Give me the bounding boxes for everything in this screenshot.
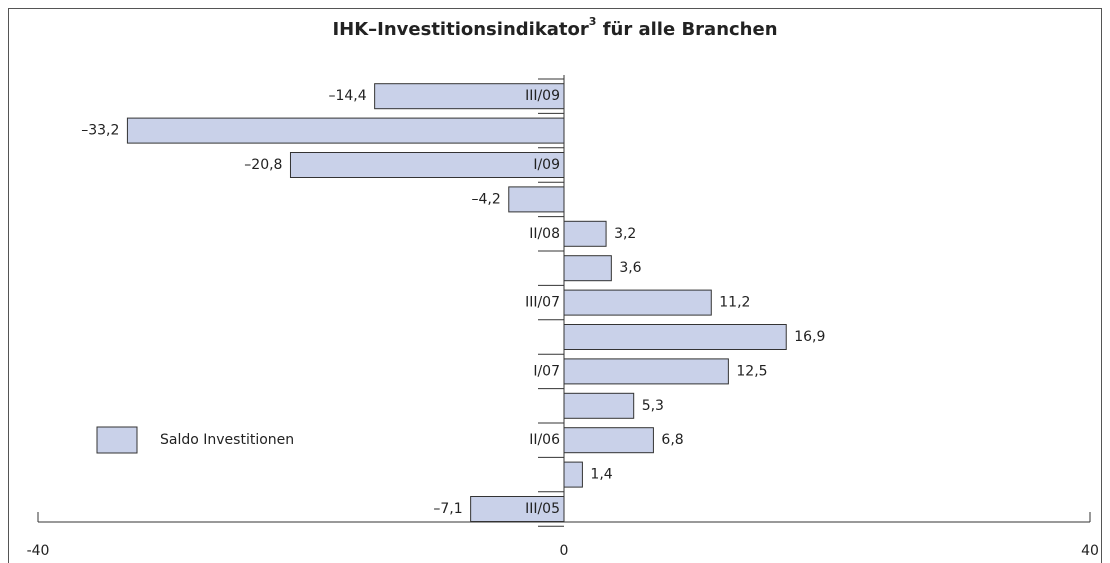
bar <box>563 324 787 350</box>
bar <box>126 117 565 144</box>
title-superscript: 3 <box>589 15 597 28</box>
value-label: 3,6 <box>619 260 641 276</box>
legend-label: Saldo Investitionen <box>160 432 294 448</box>
bar <box>470 496 565 522</box>
title-rest: für alle Branchen <box>596 19 777 40</box>
value-label: 1,4 <box>590 467 612 483</box>
category-label: II/06 <box>529 432 560 448</box>
bar <box>563 289 712 316</box>
bar <box>563 255 612 282</box>
chart-title: IHK–Investitionsindikator3 für alle Bran… <box>332 15 777 40</box>
value-label: 16,9 <box>794 329 825 345</box>
x-tick-label: -40 <box>27 543 50 559</box>
value-label: 6,8 <box>661 432 683 448</box>
x-tick-label: 0 <box>560 543 569 559</box>
value-label: –7,1 <box>433 501 462 517</box>
x-tick-label: 40 <box>1081 543 1099 559</box>
title-main: IHK–Investitionsindikator <box>332 19 588 40</box>
category-label: II/08 <box>529 226 560 242</box>
category-label: III/09 <box>525 88 560 104</box>
frame <box>8 8 1102 563</box>
bar <box>563 392 635 419</box>
bar <box>289 152 565 178</box>
bar <box>563 427 654 454</box>
value-label: –33,2 <box>81 123 119 139</box>
value-label: 5,3 <box>642 398 664 414</box>
bar <box>508 186 565 213</box>
category-label: III/07 <box>525 295 560 311</box>
category-label: III/05 <box>525 501 560 517</box>
value-label: 11,2 <box>719 295 750 311</box>
value-label: –20,8 <box>244 157 282 173</box>
value-label: –14,4 <box>328 88 366 104</box>
bar <box>374 83 565 110</box>
bar <box>563 461 583 488</box>
bar <box>563 220 607 247</box>
category-label: I/07 <box>533 363 560 379</box>
category-label: I/09 <box>533 157 560 173</box>
legend-swatch <box>96 426 138 454</box>
bar <box>563 358 729 385</box>
value-label: 12,5 <box>736 363 767 379</box>
value-label: 3,2 <box>614 226 636 242</box>
value-label: –4,2 <box>472 191 501 207</box>
